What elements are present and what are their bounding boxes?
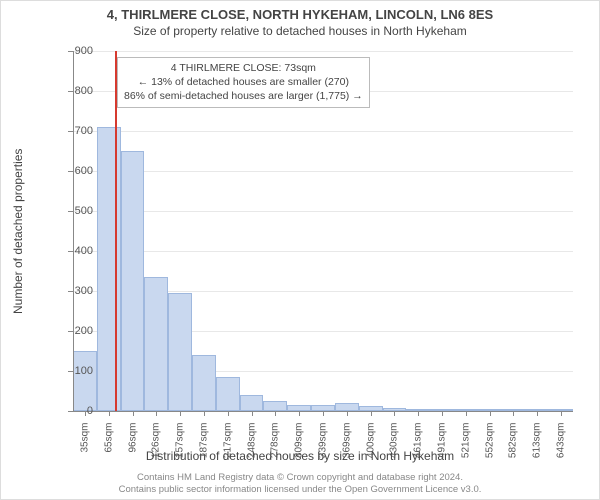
x-tick-label: 35sqm bbox=[79, 423, 90, 473]
x-tick-label: 309sqm bbox=[294, 423, 305, 473]
gridline bbox=[73, 211, 573, 212]
y-axis-title: Number of detached properties bbox=[11, 148, 25, 313]
x-tick-label: 126sqm bbox=[151, 423, 162, 473]
footer-line-1: Contains HM Land Registry data © Crown c… bbox=[1, 472, 599, 484]
gridline bbox=[73, 251, 573, 252]
y-axis-line bbox=[73, 51, 74, 411]
x-tick-label: 400sqm bbox=[365, 423, 376, 473]
histogram-bar bbox=[97, 127, 121, 411]
annotation-line-2: ← 13% of detached houses are smaller (27… bbox=[124, 75, 363, 89]
x-axis-line bbox=[73, 411, 573, 412]
histogram-bar bbox=[335, 403, 359, 411]
histogram-bar bbox=[144, 277, 168, 411]
histogram-bar bbox=[168, 293, 192, 411]
x-tick-label: 491sqm bbox=[437, 423, 448, 473]
page-subtitle: Size of property relative to detached ho… bbox=[1, 24, 599, 38]
x-tick-label: 461sqm bbox=[413, 423, 424, 473]
y-tick-label: 600 bbox=[53, 165, 93, 177]
histogram-bar bbox=[240, 395, 264, 411]
x-tick-label: 278sqm bbox=[270, 423, 281, 473]
x-tick-label: 643sqm bbox=[556, 423, 567, 473]
y-tick-label: 800 bbox=[53, 85, 93, 97]
x-tick-label: 217sqm bbox=[222, 423, 233, 473]
x-tick-label: 552sqm bbox=[484, 423, 495, 473]
x-tick-label: 187sqm bbox=[198, 423, 209, 473]
x-tick-label: 582sqm bbox=[508, 423, 519, 473]
chart-container: 4, THIRLMERE CLOSE, NORTH HYKEHAM, LINCO… bbox=[0, 0, 600, 500]
gridline bbox=[73, 131, 573, 132]
x-tick-label: 65sqm bbox=[103, 423, 114, 473]
y-tick-label: 200 bbox=[53, 325, 93, 337]
x-tick-label: 369sqm bbox=[341, 423, 352, 473]
gridline bbox=[73, 51, 573, 52]
footer: Contains HM Land Registry data © Crown c… bbox=[1, 472, 599, 496]
page-title: 4, THIRLMERE CLOSE, NORTH HYKEHAM, LINCO… bbox=[1, 7, 599, 22]
y-tick-label: 900 bbox=[53, 45, 93, 57]
x-tick-label: 248sqm bbox=[246, 423, 257, 473]
x-tick-label: 521sqm bbox=[460, 423, 471, 473]
histogram-bar bbox=[263, 401, 287, 411]
y-tick-label: 300 bbox=[53, 285, 93, 297]
gridline bbox=[73, 171, 573, 172]
y-tick-label: 100 bbox=[53, 365, 93, 377]
annotation-line-1: 4 THIRLMERE CLOSE: 73sqm bbox=[124, 61, 363, 75]
histogram-bar bbox=[121, 151, 145, 411]
x-tick-label: 613sqm bbox=[532, 423, 543, 473]
annotation-line-3: 86% of semi-detached houses are larger (… bbox=[124, 89, 363, 103]
histogram-bar bbox=[73, 351, 97, 411]
annotation-box: 4 THIRLMERE CLOSE: 73sqm ← 13% of detach… bbox=[117, 57, 370, 108]
x-tick-label: 96sqm bbox=[127, 423, 138, 473]
plot-area: 4 THIRLMERE CLOSE: 73sqm ← 13% of detach… bbox=[73, 51, 573, 411]
x-tick-label: 430sqm bbox=[389, 423, 400, 473]
histogram-bar bbox=[192, 355, 216, 411]
footer-line-2: Contains public sector information licen… bbox=[1, 484, 599, 496]
y-tick-label: 700 bbox=[53, 125, 93, 137]
y-tick-label: 400 bbox=[53, 245, 93, 257]
y-tick-label: 500 bbox=[53, 205, 93, 217]
x-tick-label: 339sqm bbox=[318, 423, 329, 473]
histogram-bar bbox=[216, 377, 240, 411]
x-tick-label: 157sqm bbox=[175, 423, 186, 473]
y-tick-label: 0 bbox=[53, 405, 93, 417]
